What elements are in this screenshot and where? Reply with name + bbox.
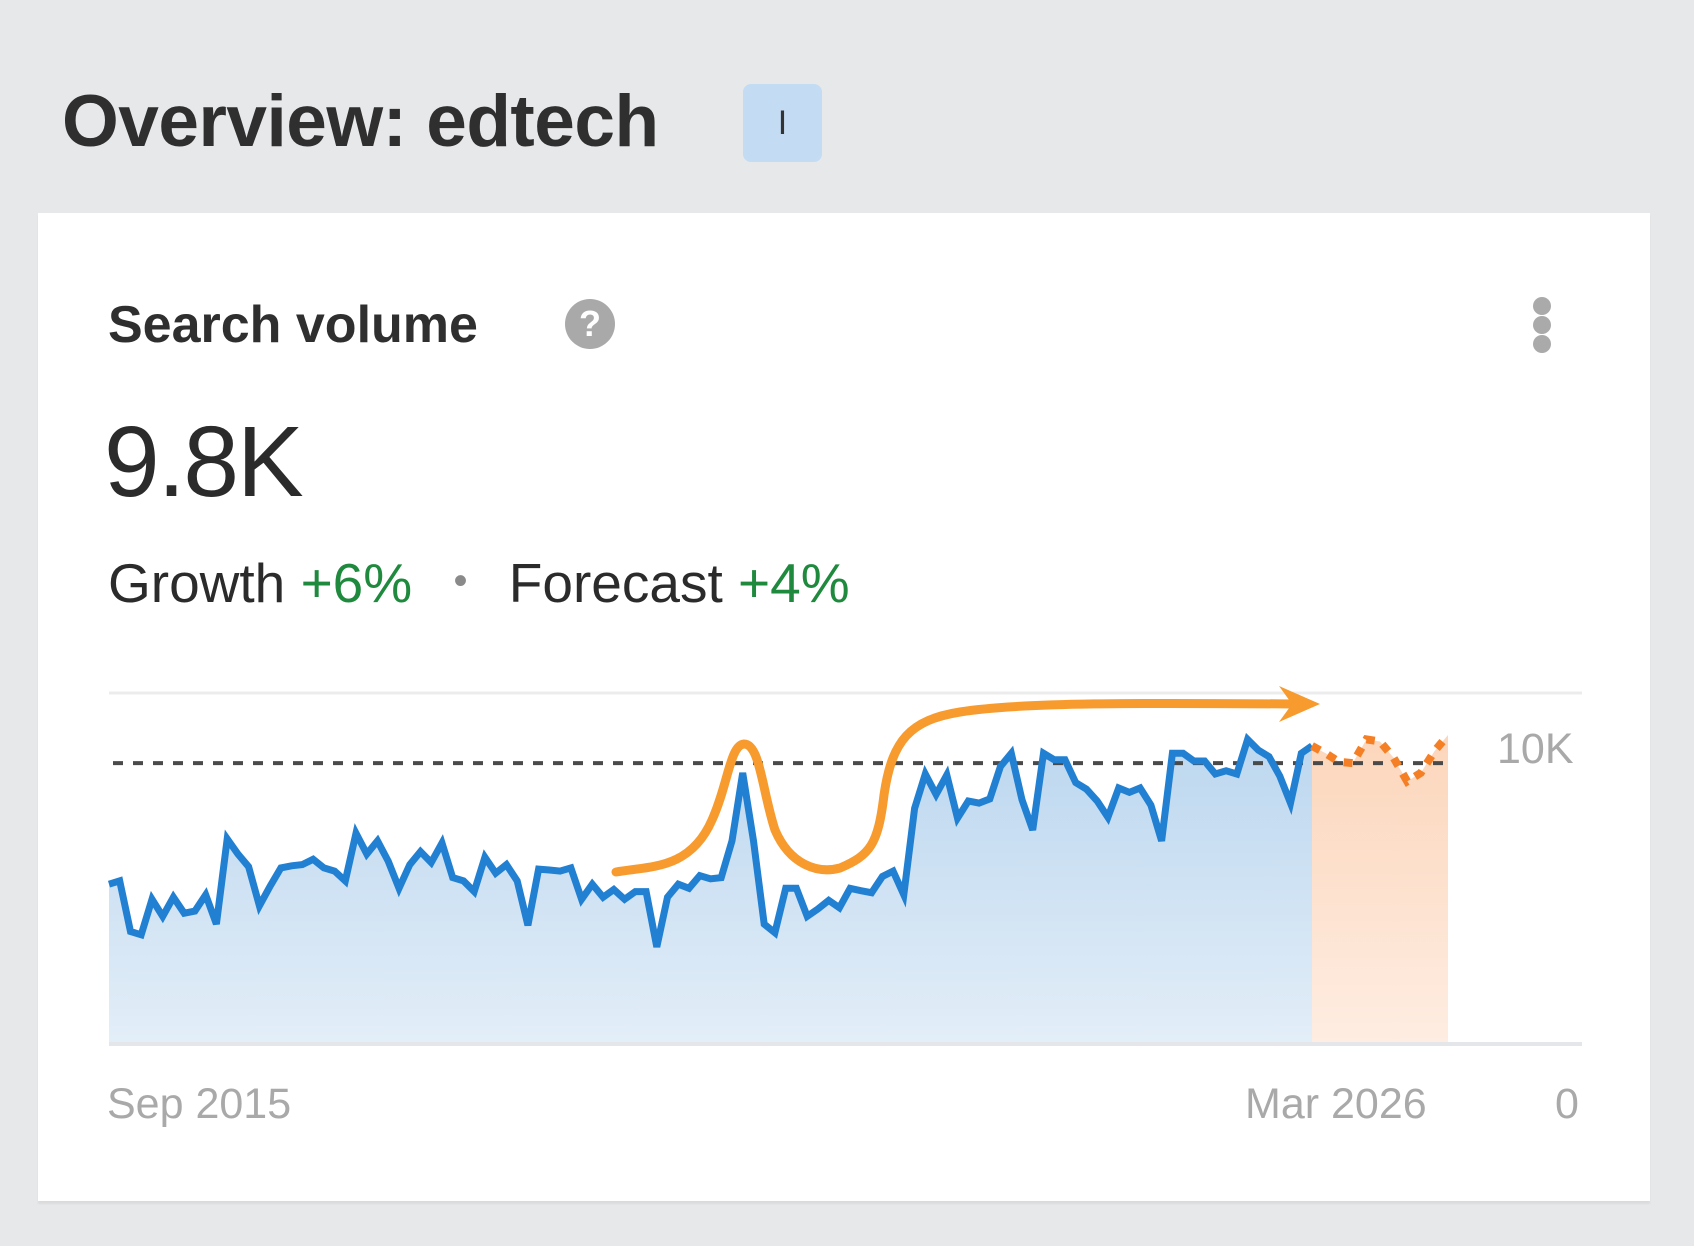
growth-forecast-row: Growth +6% • Forecast +4% [108,551,850,619]
x-label-end: Mar 2026 [1245,1080,1427,1128]
y-tick-10k: 10K [1497,725,1574,773]
annotation-arrow-curve [611,698,1305,877]
forecast-label: Forecast [508,552,723,614]
x-label-start: Sep 2015 [107,1080,292,1128]
kebab-dot-icon [1533,297,1551,315]
y-tick-0: 0 [1555,1080,1579,1128]
forecast-dotted-line [1310,732,1452,787]
annotation-arrowhead [1279,686,1320,722]
history-area [109,739,1312,1044]
forecast-area [1312,735,1448,1044]
more-options-button[interactable] [1528,297,1556,353]
history-line [107,732,1314,948]
page-title: Overview: edtech [62,81,659,162]
growth-value: +6% [300,552,413,614]
card-title: Search volume [108,296,478,354]
kebab-dot-icon [1533,335,1551,353]
kebab-dot-icon [1533,316,1551,334]
separator-dot: • [453,559,468,604]
intent-badge: I [743,84,822,162]
question-circle-icon[interactable]: ? [565,299,615,349]
forecast-value: +4% [738,552,850,614]
search-volume-value: 9.8K [104,406,304,518]
growth-label: Growth [108,552,286,614]
